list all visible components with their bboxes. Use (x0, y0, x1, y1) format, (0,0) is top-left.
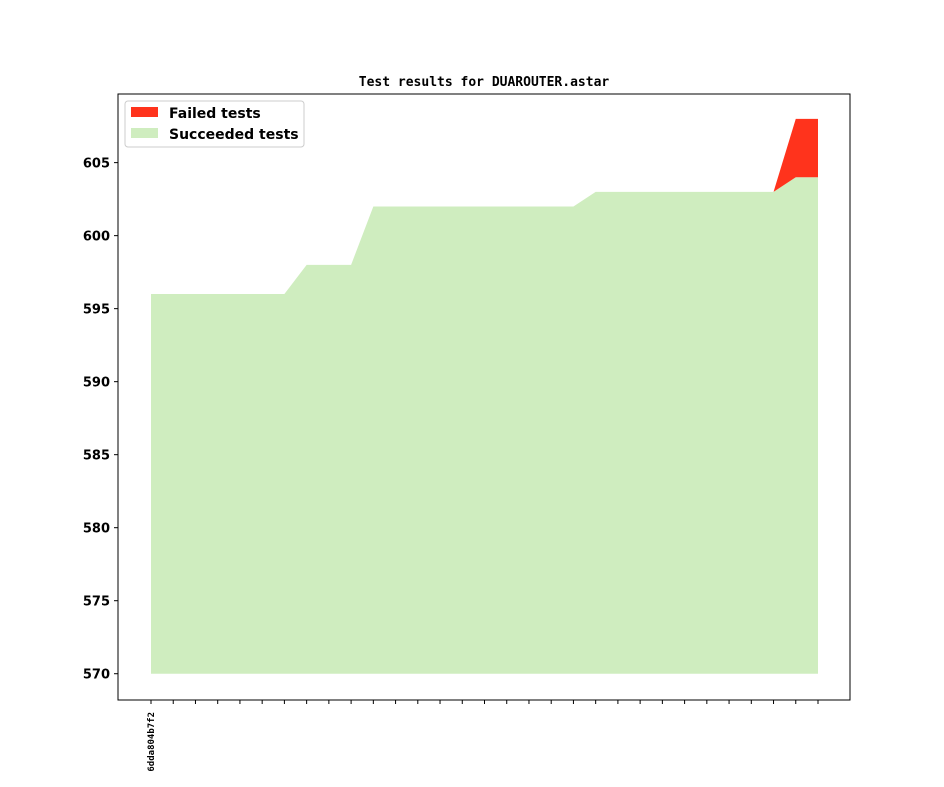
area-series-group (151, 118, 818, 674)
succeeded-tests-area (151, 177, 818, 674)
legend: Failed tests Succeeded tests (124, 100, 305, 148)
legend-label: Succeeded tests (169, 127, 299, 143)
y-tick-label: 595 (83, 303, 110, 318)
y-axis: 570 575 580 585 590 595 600 605 (83, 157, 118, 683)
y-tick-label: 590 (83, 376, 110, 391)
y-tick-label: 585 (83, 449, 110, 464)
y-tick-label: 570 (83, 668, 110, 683)
y-tick-label: 575 (83, 595, 110, 610)
x-axis: 6dda804b7f2 (147, 700, 819, 772)
legend-swatch (131, 128, 158, 138)
x-tick-label: 6dda804b7f2 (147, 712, 157, 772)
legend-label: Failed tests (169, 106, 261, 122)
legend-swatch (131, 107, 158, 117)
y-tick-label: 580 (83, 522, 110, 537)
legend-box (124, 100, 305, 148)
chart-title: Test results for DUAROUTER.astar (359, 75, 610, 90)
y-tick-label: 600 (83, 230, 110, 245)
y-tick-label: 605 (83, 157, 110, 172)
